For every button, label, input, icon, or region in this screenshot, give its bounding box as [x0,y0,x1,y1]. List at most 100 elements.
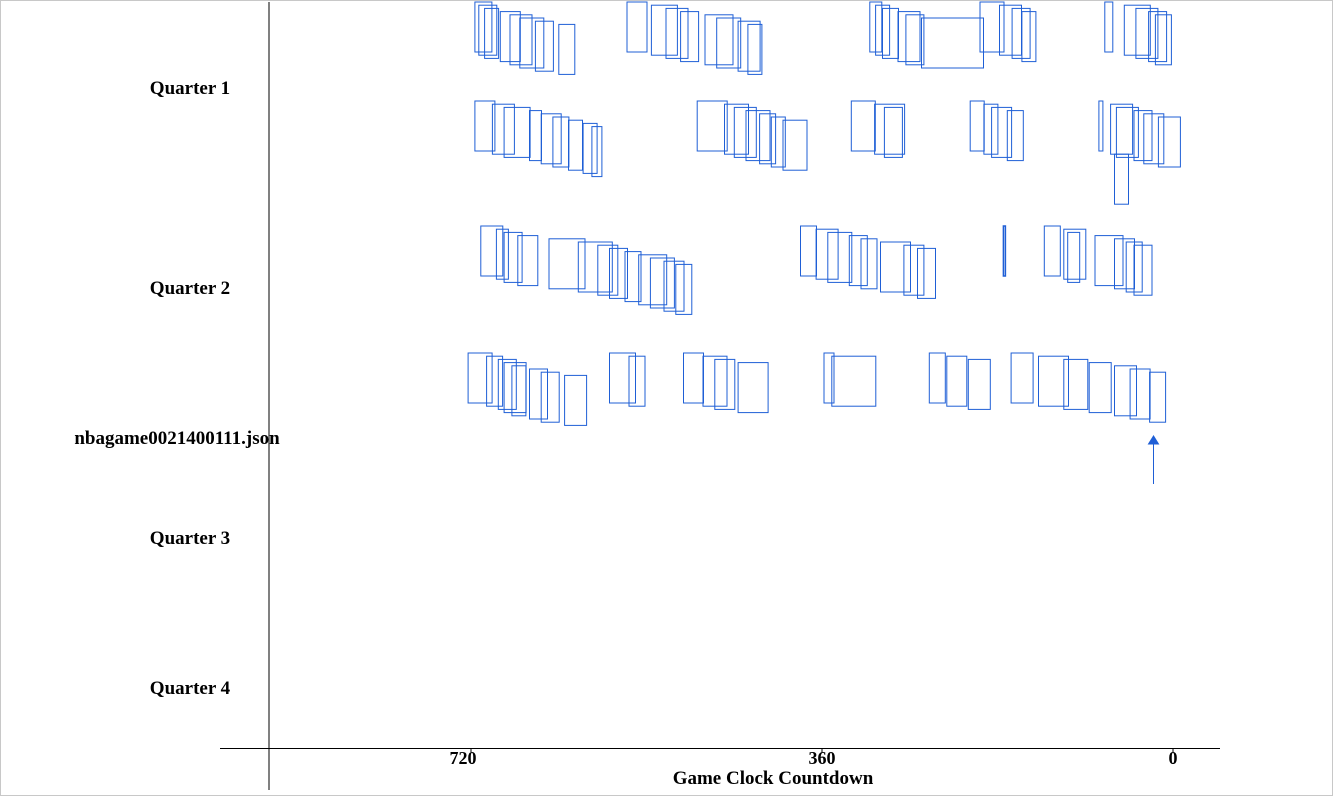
possession-box [897,11,921,63]
possession-box [1148,11,1168,63]
possession-box [624,251,642,303]
possession-box [486,355,504,407]
possession-box [1006,110,1024,162]
possession-box [1011,7,1031,59]
possession-box [497,358,517,410]
possession-box [1063,228,1087,280]
possession-box [967,358,991,410]
possession-box [696,100,728,152]
possession-box [597,244,619,296]
possession-box [1149,371,1167,423]
possession-box [503,231,523,283]
possession-box [1043,225,1061,277]
possession-box [529,368,548,420]
possession-box [534,20,554,72]
possession-box [626,1,648,53]
chart-title: nbagame0021400111.json [74,428,280,449]
possession-box [540,371,560,423]
x-tick-label: 360 [809,748,836,768]
possession-box [716,17,742,69]
possession-marks [467,1,1181,484]
x-tick-group: 720 360 0 [450,748,1178,768]
possession-box [1088,362,1112,414]
possession-box [1038,355,1069,407]
possession-box [511,365,527,417]
possession-box [665,7,689,59]
quarter-4-label: Quarter 4 [150,678,231,699]
possession-box [714,358,736,410]
possession-box [1021,11,1037,63]
possession-box [474,100,496,152]
possession-box [548,238,586,290]
possession-box [991,106,1013,158]
quarter-2-label: Quarter 2 [150,278,230,299]
possession-box [979,1,1005,53]
possession-box [860,238,878,290]
possession-box [1143,113,1165,165]
possession-box [1154,14,1172,66]
possession-box [474,1,493,53]
possession-box [737,362,769,414]
marker-arrow [1147,435,1160,484]
possession-box [1123,4,1151,56]
possession-box [724,103,749,155]
possession-box [823,352,835,404]
possession-box [827,231,853,283]
possession-box [848,235,868,287]
possession-box [1104,1,1114,53]
possession-box [747,23,763,75]
possession-box [478,4,498,56]
possession-box [519,17,545,69]
possession-box [582,122,598,174]
possession-box [509,14,533,66]
possession-box [480,225,504,277]
possession-box [883,106,903,158]
possession-box [609,247,628,299]
possession-box [517,235,539,287]
x-axis-title: Game Clock Countdown [673,768,874,789]
possession-box [591,126,603,178]
possession-box [650,4,678,56]
possession-box [1114,153,1129,205]
possession-box [495,228,509,280]
possession-box [905,14,925,66]
possession-box [1115,106,1139,158]
possession-box [737,20,761,72]
possession-box [467,352,493,404]
possession-box [484,7,500,59]
possession-box [782,119,808,171]
possession-box [680,11,700,63]
possession-box [928,352,946,404]
possession-box [983,103,999,155]
possession-box [1067,231,1081,283]
possession-box [903,244,925,296]
possession-box [1133,244,1153,296]
possession-box [850,100,876,152]
possession-box [577,241,613,293]
quarter-1-label: Quarter 1 [150,78,230,99]
possession-box [831,355,877,407]
possession-box [540,113,562,165]
possession-box [1094,235,1124,287]
possession-box [759,113,777,165]
possession-box [921,17,984,69]
possession-box [1157,116,1181,168]
x-tick-label: 720 [450,748,477,768]
possession-box [946,355,968,407]
possession-box [558,23,576,75]
possession-box [503,106,531,158]
possession-box [1114,365,1137,417]
possession-box [649,257,675,309]
possession-box [745,110,771,162]
possession-box [638,254,668,306]
possession-box [1010,352,1034,404]
possession-box [564,374,588,426]
possession-box [491,103,515,155]
possession-box [1098,100,1104,152]
possession-box [815,228,839,280]
possession-box [1002,225,1007,277]
possession-box [733,106,757,158]
possession-box [609,352,636,404]
possession-box [663,260,685,312]
